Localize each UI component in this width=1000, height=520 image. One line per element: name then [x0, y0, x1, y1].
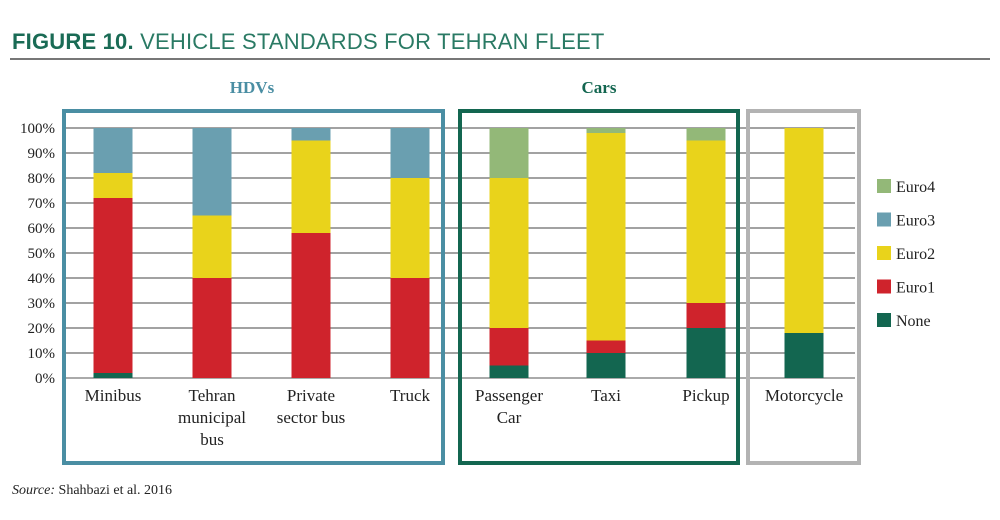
y-tick-label: 20%: [28, 321, 56, 337]
bar-segment-euro1: [192, 278, 232, 378]
legend-swatch-euro3: [877, 212, 891, 227]
y-tick-label: 60%: [28, 221, 56, 237]
bar-segment-none: [93, 373, 133, 378]
bar-segment-euro1: [291, 233, 331, 378]
figure-number: FIGURE 10.: [12, 29, 134, 54]
bar-segment-euro1: [686, 303, 726, 328]
source-label: Source:: [12, 483, 56, 498]
bar-segment-euro1: [390, 278, 430, 378]
bar-segment-none: [586, 353, 626, 378]
y-tick-label: 0%: [35, 371, 55, 387]
y-tick-label: 40%: [28, 271, 56, 287]
bar-segment-euro2: [489, 178, 529, 328]
bar-segment-euro3: [192, 128, 232, 216]
x-tick-label: Passenger: [475, 386, 543, 405]
source-text: Shahbazi et al. 2016: [58, 483, 173, 498]
legend-swatch-euro4: [877, 179, 891, 193]
legend-label: Euro3: [896, 213, 935, 230]
legend-label: None: [896, 313, 931, 330]
bar-segment-euro2: [192, 215, 232, 278]
bar-segment-euro2: [390, 178, 430, 278]
group-frame: [458, 109, 740, 465]
bar-segment-euro3: [390, 128, 430, 178]
x-tick-label: Pickup: [682, 386, 729, 405]
x-tick-label: Private: [287, 386, 335, 405]
x-tick-label: Minibus: [85, 386, 142, 405]
bar-segment-euro1: [489, 328, 529, 366]
bar-segment-euro2: [686, 140, 726, 303]
bar-segment-none: [784, 333, 824, 378]
group-label: HDVs: [230, 78, 275, 97]
figure-title-text: VEHICLE STANDARDS FOR TEHRAN FLEET: [140, 29, 605, 54]
bar-segment-euro3: [291, 128, 331, 141]
bar-segment-euro2: [586, 133, 626, 341]
x-tick-label: Tehran: [189, 386, 236, 405]
legend-label: Euro4: [896, 179, 935, 196]
bar-segment-euro4: [489, 128, 529, 178]
figure-title: FIGURE 10. VEHICLE STANDARDS FOR TEHRAN …: [12, 29, 605, 55]
x-tick-label: Car: [497, 408, 522, 427]
y-tick-label: 100%: [20, 121, 55, 137]
bar-segment-euro1: [93, 198, 133, 373]
group-frame: [746, 109, 861, 465]
legend-label: Euro1: [896, 280, 935, 297]
y-tick-label: 10%: [28, 346, 56, 362]
y-tick-label: 80%: [28, 171, 56, 187]
source-note: Source: Shahbazi et al. 2016: [12, 483, 172, 499]
bar-segment-euro4: [686, 128, 726, 141]
legend-swatch-euro2: [877, 246, 891, 260]
y-tick-label: 70%: [28, 196, 56, 212]
y-tick-label: 30%: [28, 296, 56, 312]
bar-segment-euro4: [586, 128, 626, 133]
legend-label: Euro2: [896, 246, 935, 263]
title-rule: [10, 58, 990, 60]
bar-segment-euro2: [784, 128, 824, 333]
x-tick-label: Taxi: [591, 386, 621, 405]
x-tick-label: bus: [200, 430, 224, 449]
group-frame: [62, 109, 445, 465]
bar-segment-euro2: [291, 140, 331, 233]
legend-swatch-none: [877, 313, 891, 327]
y-tick-label: 50%: [28, 246, 56, 262]
x-tick-label: sector bus: [277, 408, 345, 427]
group-label: Cars: [582, 78, 617, 97]
y-tick-label: 90%: [28, 146, 56, 162]
bar-segment-none: [686, 328, 726, 378]
legend-swatch-euro1: [877, 279, 891, 294]
bar-segment-euro1: [586, 340, 626, 353]
x-tick-label: Motorcycle: [765, 386, 843, 405]
x-tick-label: municipal: [178, 408, 246, 427]
bar-segment-euro2: [93, 173, 133, 198]
bar-segment-euro3: [93, 128, 133, 173]
bar-segment-none: [489, 365, 529, 378]
x-tick-label: Truck: [390, 386, 430, 405]
